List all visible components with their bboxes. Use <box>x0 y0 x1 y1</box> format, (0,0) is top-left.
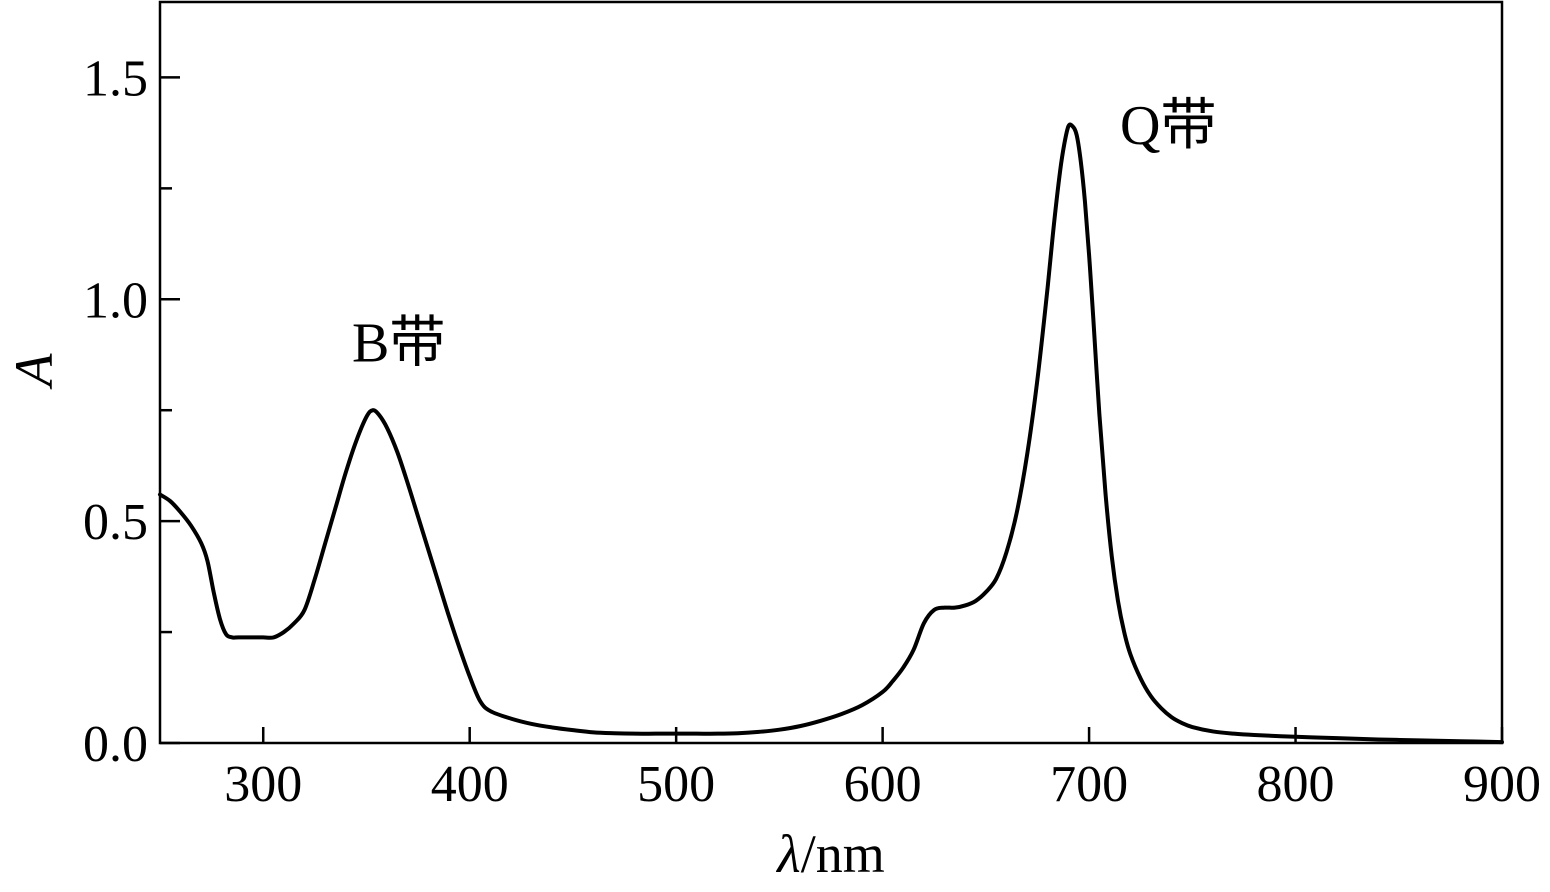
y-axis-ticks <box>160 76 180 745</box>
x-axis-ticks <box>261 727 1504 743</box>
y-axis-label: A <box>4 353 64 390</box>
band-annotation-0: B带 <box>352 312 445 374</box>
x-axis-tick-labels: 300 400 500 600 700 800 900 <box>224 756 1541 813</box>
x-tick-label: 400 <box>431 756 509 813</box>
y-tick-label: 0.5 <box>83 494 148 551</box>
plot-frame <box>158 0 1504 745</box>
y-tick-label: 1.5 <box>83 50 148 107</box>
x-axis-label: λ/nm <box>775 824 884 884</box>
band-annotation-1: Q带 <box>1120 95 1216 157</box>
y-tick-label: 0.0 <box>83 716 148 773</box>
y-axis-tick-labels: 0.0 0.5 1.0 1.5 <box>83 50 148 773</box>
x-tick-label: 500 <box>637 756 715 813</box>
x-tick-label: 300 <box>224 756 302 813</box>
x-axis-label-unit: /nm <box>801 824 885 884</box>
x-axis-label-symbol: λ <box>775 824 800 884</box>
spectrum-curve <box>158 122 1504 745</box>
x-tick-label: 900 <box>1463 756 1541 813</box>
x-tick-label: 700 <box>1050 756 1128 813</box>
band-annotations: B带 Q带 <box>352 95 1216 374</box>
x-tick-label: 600 <box>844 756 922 813</box>
y-tick-label: 1.0 <box>83 272 148 329</box>
x-tick-label: 800 <box>1257 756 1335 813</box>
